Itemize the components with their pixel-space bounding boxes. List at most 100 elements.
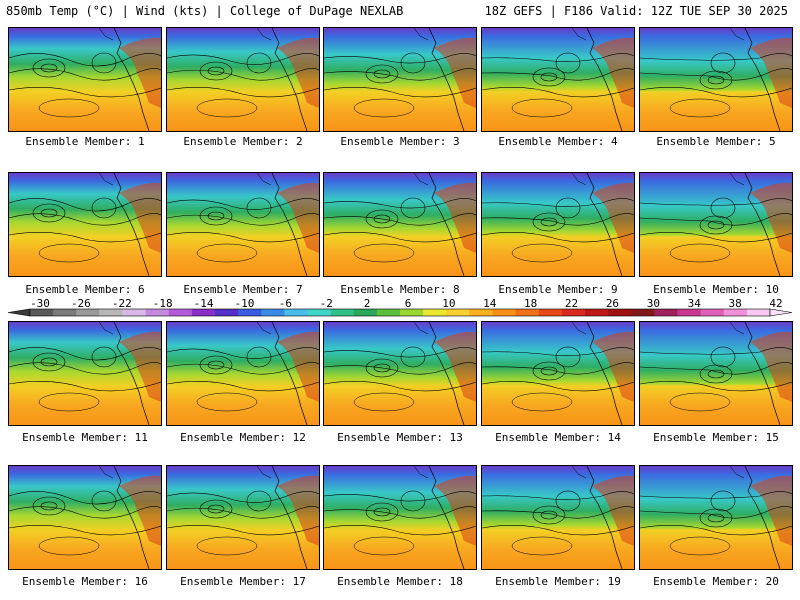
colorbar-segment	[168, 309, 193, 316]
ensemble-member-label: Ensemble Member: 7	[183, 283, 303, 296]
colorbar-segment	[700, 309, 725, 316]
map-title: 850mb Temp (°C) | Wind (kts) | College o…	[6, 4, 404, 18]
colorbar-tick-label: -14	[194, 298, 214, 310]
ensemble-member-label: Ensemble Member: 6	[25, 283, 145, 296]
colorbar-tick-label: -10	[235, 298, 255, 310]
ensemble-member-label: Ensemble Member: 1	[25, 135, 145, 148]
ensemble-panel	[323, 465, 477, 570]
temperature-map	[167, 466, 319, 569]
colorbar-segment	[400, 309, 424, 316]
colorbar-segment	[330, 309, 355, 316]
temperature-map	[9, 466, 161, 569]
ensemble-member-label: Ensemble Member: 19	[495, 575, 621, 588]
temperature-map	[640, 28, 792, 131]
temperature-map	[482, 466, 634, 569]
ensemble-panel	[481, 465, 635, 570]
colorbar-segment	[76, 309, 100, 316]
ensemble-member-label: Ensemble Member: 14	[495, 431, 621, 444]
ensemble-member-label: Ensemble Member: 16	[22, 575, 148, 588]
colorbar-arrow-right	[769, 308, 792, 317]
temperature-map	[482, 173, 634, 276]
run-valid-time: 18Z GEFS | F186 Valid: 12Z TUE SEP 30 20…	[484, 4, 788, 18]
ensemble-panel	[166, 321, 320, 426]
ensemble-panel	[639, 321, 793, 426]
colorbar-segment	[723, 309, 748, 316]
colorbar-tick-label: 14	[483, 298, 497, 310]
colorbar-segment	[515, 309, 540, 316]
ensemble-panel	[323, 321, 477, 426]
temperature-map	[482, 28, 634, 131]
colorbar-tick-label: 2	[364, 298, 371, 310]
ensemble-member-label: Ensemble Member: 2	[183, 135, 303, 148]
colorbar-segment	[30, 309, 54, 316]
colorbar-tick-label: -18	[153, 298, 173, 310]
colorbar-segment	[469, 309, 493, 316]
ensemble-member-label: Ensemble Member: 17	[180, 575, 306, 588]
ensemble-member-label: Ensemble Member: 12	[180, 431, 306, 444]
colorbar-tick-label: 6	[405, 298, 412, 310]
ensemble-panel	[323, 172, 477, 277]
ensemble-panel	[639, 465, 793, 570]
colorbar-tick-label: 42	[769, 298, 782, 310]
temperature-map	[9, 322, 161, 425]
ensemble-member-label: Ensemble Member: 11	[22, 431, 148, 444]
temperature-map	[167, 322, 319, 425]
colorbar-segment	[191, 309, 216, 316]
colorbar-segment	[677, 309, 701, 316]
temperature-map	[324, 173, 476, 276]
temperature-map	[9, 173, 161, 276]
ensemble-panel	[481, 321, 635, 426]
colorbar-tick-label: 22	[565, 298, 578, 310]
ensemble-panel	[481, 172, 635, 277]
ensemble-panel	[166, 27, 320, 132]
ensemble-panel	[166, 172, 320, 277]
temperature-map	[640, 173, 792, 276]
ensemble-member-label: Ensemble Member: 3	[340, 135, 460, 148]
temperature-colorbar: -30 -26 -22 -18 -14 -10 -6 -2 2 6 10 14 18 22 26 30 34 38…	[8, 298, 792, 317]
temperature-map	[167, 173, 319, 276]
colorbar-tick-label: -22	[112, 298, 132, 310]
colorbar-segment	[446, 309, 470, 316]
colorbar-segment	[238, 309, 262, 316]
colorbar-tick-label: 34	[688, 298, 702, 310]
ensemble-panel	[166, 465, 320, 570]
colorbar-tick-label: -2	[320, 298, 333, 310]
ensemble-member-label: Ensemble Member: 20	[653, 575, 779, 588]
colorbar-segment	[561, 309, 586, 316]
ensemble-panel	[323, 27, 477, 132]
colorbar-tick-label: 18	[524, 298, 537, 310]
colorbar-arrow-left	[8, 308, 31, 317]
temperature-map	[482, 322, 634, 425]
ensemble-panel	[8, 465, 162, 570]
ensemble-panel	[8, 172, 162, 277]
ensemble-member-label: Ensemble Member: 4	[498, 135, 618, 148]
temperature-map	[324, 28, 476, 131]
colorbar-segment	[261, 309, 285, 316]
colorbar-segment	[746, 309, 771, 316]
ensemble-panel	[481, 27, 635, 132]
colorbar-tick-label: -30	[30, 298, 50, 310]
colorbar-segment	[307, 309, 331, 316]
colorbar-segment	[353, 309, 378, 316]
colorbar-segment	[53, 309, 77, 316]
colorbar-segment	[631, 309, 655, 316]
colorbar-segment	[145, 309, 170, 316]
ensemble-member-label: Ensemble Member: 9	[498, 283, 618, 296]
colorbar-segment	[376, 309, 401, 316]
temperature-map	[640, 322, 792, 425]
ensemble-panel	[639, 172, 793, 277]
ensemble-panel	[8, 321, 162, 426]
ensemble-member-label: Ensemble Member: 8	[340, 283, 460, 296]
temperature-map	[324, 466, 476, 569]
colorbar-segment	[538, 309, 563, 316]
ensemble-member-label: Ensemble Member: 18	[337, 575, 463, 588]
temperature-map	[9, 28, 161, 131]
ensemble-panel	[639, 27, 793, 132]
colorbar-segment	[122, 309, 146, 316]
colorbar-segment	[215, 309, 239, 316]
colorbar-segment	[423, 309, 447, 316]
colorbar-tick-label: 26	[606, 298, 619, 310]
ensemble-panel	[8, 27, 162, 132]
colorbar-segment	[99, 309, 123, 316]
ensemble-member-label: Ensemble Member: 13	[337, 431, 463, 444]
